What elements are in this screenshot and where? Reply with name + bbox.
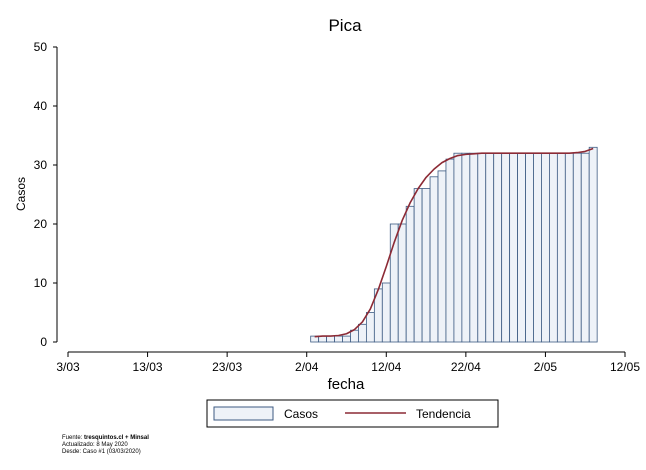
legend-label-casos: Casos	[284, 407, 318, 421]
bar	[381, 282, 391, 343]
y-tick-label: 30	[34, 158, 48, 172]
bar	[525, 152, 534, 343]
footer-updated: Actualizado: 8 May 2020	[62, 442, 128, 448]
bar	[469, 152, 479, 343]
y-axis-label: Casos	[14, 177, 28, 211]
axes-group: 0 10 20 30 40 50 3/03 13/03 23/03 2/04 12/04 22/04 2…	[34, 40, 641, 374]
footer: Fuente: tresquintos.cl + Minsal Actualiz…	[62, 435, 149, 456]
bar	[556, 152, 566, 343]
bar	[541, 152, 550, 343]
bar	[405, 205, 415, 343]
bar	[445, 158, 455, 343]
x-tick-label: 22/04	[451, 360, 481, 374]
bar	[342, 335, 351, 343]
bar	[572, 152, 582, 343]
bar	[326, 335, 335, 343]
bar	[437, 170, 447, 343]
bar	[397, 223, 407, 343]
y-tick-label: 50	[34, 40, 48, 54]
x-tick-label: 12/05	[610, 360, 640, 374]
y-tick-label: 20	[34, 217, 48, 231]
footer-source: Fuente: tresquintos.cl + Minsal	[62, 435, 149, 441]
bar	[588, 146, 598, 343]
bar	[509, 152, 518, 343]
y-tick-label: 0	[40, 335, 47, 349]
legend-swatch-casos	[213, 406, 274, 421]
legend-label-tendencia: Tendencia	[416, 407, 471, 421]
bar	[350, 329, 359, 343]
x-axis-label: fecha	[328, 376, 365, 393]
x-tick-label: 13/03	[133, 360, 163, 374]
bars-group	[310, 146, 598, 343]
bar	[477, 152, 487, 343]
legend: Casos Tendencia	[206, 399, 499, 428]
trend-line	[314, 147, 594, 338]
x-tick-label: 3/03	[56, 360, 80, 374]
bar	[549, 152, 558, 343]
bar	[533, 152, 542, 343]
bar	[564, 152, 574, 343]
bar	[517, 152, 526, 343]
bar	[358, 323, 367, 343]
y-tick-label: 40	[34, 99, 48, 113]
bar	[334, 335, 343, 343]
x-tick-label: 12/04	[371, 360, 401, 374]
bar	[501, 152, 511, 343]
bar	[429, 176, 439, 343]
bar	[453, 152, 463, 343]
bar	[421, 188, 431, 343]
trend-group	[314, 147, 594, 338]
chart-title: Pica	[328, 16, 362, 35]
x-tick-label: 2/05	[534, 360, 558, 374]
bar	[580, 152, 590, 343]
bar	[365, 312, 375, 343]
x-tick-label: 2/04	[295, 360, 319, 374]
x-tick-label: 23/03	[212, 360, 242, 374]
bar	[461, 152, 471, 343]
bar	[485, 152, 495, 343]
y-tick-label: 10	[34, 276, 48, 290]
bar	[413, 188, 423, 343]
bar	[493, 152, 503, 343]
footer-since: Desde: Caso #1 (03/03/2020)	[62, 449, 141, 455]
